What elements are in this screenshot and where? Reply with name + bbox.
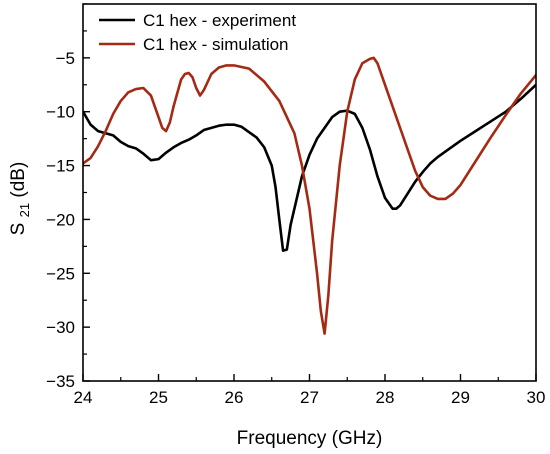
x-tick-label: 26 <box>225 388 244 407</box>
y-tick-label: −5 <box>56 49 75 68</box>
y-tick-label: −15 <box>46 157 75 176</box>
x-tick-label: 24 <box>74 388 93 407</box>
y-axis-title-unit: (dB) <box>8 162 29 198</box>
y-tick-label: −30 <box>46 318 75 337</box>
y-axis-title-main: S <box>8 223 29 236</box>
y-tick-label: −25 <box>46 264 75 283</box>
series-line-simulation <box>83 56 536 335</box>
minor-ticks <box>83 3 499 381</box>
legend-label-experiment: C1 hex - experiment <box>143 11 296 30</box>
y-axis-title: S 21 (dB) <box>8 162 34 236</box>
y-axis-tick-labels: −35 −30 −25 −20 −15 −10 −5 <box>46 49 75 391</box>
plot-area-frame <box>82 3 537 382</box>
x-axis-title: Frequency (GHz) <box>237 428 383 449</box>
x-tick-label: 30 <box>527 388 546 407</box>
y-axis-title-subscript: 21 <box>17 203 32 217</box>
y-tick-label: −10 <box>46 103 75 122</box>
x-axis-tick-labels: 24 25 26 27 28 29 30 <box>74 388 546 407</box>
x-tick-label: 25 <box>149 388 168 407</box>
y-tick-label: −35 <box>46 372 75 391</box>
legend-box <box>89 6 329 56</box>
x-tick-label: 29 <box>451 388 470 407</box>
legend: C1 hex - experiment C1 hex - simulation <box>89 6 329 56</box>
x-tick-label: 28 <box>376 388 395 407</box>
series-lines <box>83 56 536 335</box>
legend-label-simulation: C1 hex - simulation <box>143 35 289 54</box>
axis-ticks <box>82 57 537 382</box>
series-line-experiment <box>83 83 536 252</box>
x-tick-label: 27 <box>300 388 319 407</box>
y-tick-label: −20 <box>46 210 75 229</box>
